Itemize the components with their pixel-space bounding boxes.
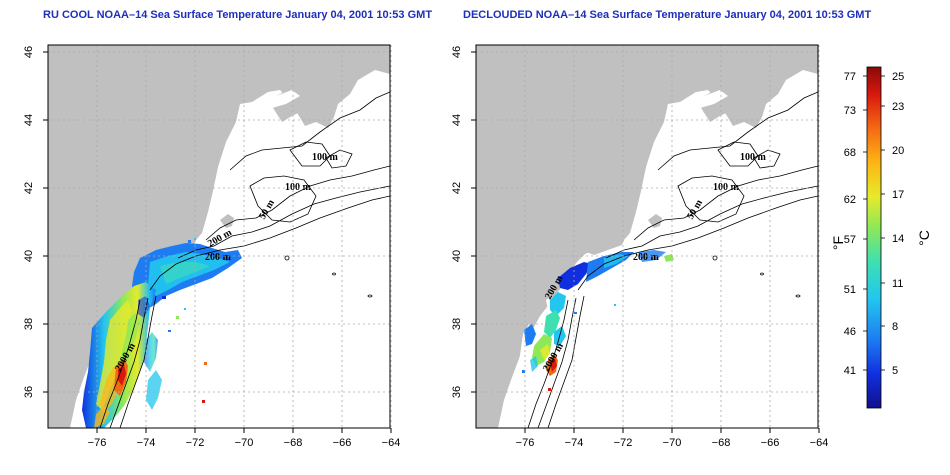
celsius-tick-label: 23	[892, 101, 904, 113]
land-mainland	[48, 45, 390, 428]
water-bay-of-fundy	[690, 90, 728, 108]
contour-label-200m: 200 m	[633, 252, 660, 263]
x-tick-label: −72	[186, 437, 205, 449]
x-tick-label: −66	[761, 437, 780, 449]
bathymetry-contours	[527, 91, 819, 429]
y-tick-label: 42	[23, 182, 35, 194]
y-tick-label: 38	[23, 318, 35, 330]
y-tick-label: 44	[451, 114, 463, 126]
x-tick-label: −70	[235, 437, 254, 449]
contour-label-100m: 100 m	[285, 182, 312, 193]
left-map-panel: 100 m 100 m 50 m 200 m 200 m 2000 m −76−…	[23, 44, 400, 449]
y-tick-label: 42	[451, 182, 463, 194]
grid	[476, 45, 820, 428]
x-tick-label: −74	[137, 437, 156, 449]
celsius-unit-label: °C	[916, 230, 932, 246]
temperature-colorbar: 77 73 68 62 57 51 46 41 25 23 20 17 14 11 8 5 °F °C	[830, 66, 932, 409]
land-mainland	[476, 45, 818, 428]
x-tick-label: −64	[382, 437, 401, 449]
fahrenheit-tick-label: 62	[844, 194, 856, 206]
land-nova-scotia	[268, 55, 376, 122]
y-tick-label: 44	[23, 114, 35, 126]
y-tick-label: 40	[23, 250, 35, 262]
x-tick-label: −68	[712, 437, 731, 449]
fahrenheit-tick-label: 77	[844, 71, 856, 83]
celsius-tick-label: 8	[892, 321, 898, 333]
contour-label-50m: 50 m	[685, 197, 705, 221]
plot-frame	[475, 44, 819, 429]
contour-label-200m: 200 m	[205, 252, 232, 263]
contour-label-100m: 100 m	[312, 152, 339, 163]
x-tick-label: −70	[663, 437, 682, 449]
x-tick-label: −64	[810, 437, 829, 449]
fahrenheit-tick-label: 46	[844, 326, 856, 338]
map-content: 100 m 100 m 50 m 200 m 200 m 2000 m	[48, 45, 391, 429]
colorbar-scale	[866, 66, 882, 409]
fahrenheit-tick-label: 51	[844, 284, 856, 296]
y-tick-label: 36	[451, 386, 463, 398]
plot-frame	[47, 44, 391, 429]
celsius-tick-label: 5	[892, 365, 898, 377]
bathymetry-contours	[99, 91, 391, 429]
x-tick-label: −74	[565, 437, 584, 449]
celsius-tick-label: 11	[892, 278, 903, 290]
y-tick-label: 40	[451, 250, 463, 262]
celsius-tick-label: 14	[892, 233, 904, 245]
colorbar-ticks: 77 73 68 62 57 51 46 41 25 23 20 17 14 11 8 5	[844, 71, 905, 377]
map-content: 100 m 100 m 50 m 200 m 200 m 2000 m	[476, 45, 819, 429]
land-cape-cod	[220, 214, 234, 228]
land-nova-scotia	[696, 55, 804, 122]
water-bay-of-fundy	[262, 90, 300, 108]
fahrenheit-tick-label: 73	[844, 105, 856, 117]
fahrenheit-tick-label: 57	[844, 234, 856, 246]
right-map-title: DECLOUDED NOAA–14 Sea Surface Temperatur…	[463, 9, 872, 21]
land-cape-breton	[340, 50, 388, 72]
land-cape-breton	[768, 50, 816, 72]
x-tick-label: −72	[614, 437, 633, 449]
celsius-tick-label: 20	[892, 145, 904, 157]
contour-label-100m: 100 m	[740, 152, 767, 163]
sst-data-field	[82, 238, 242, 428]
celsius-tick-label: 17	[892, 189, 904, 201]
left-map-title: RU COOL NOAA–14 Sea Surface Temperature …	[43, 9, 433, 21]
contour-label-200m: 200 m	[206, 227, 234, 250]
land-cape-cod	[648, 214, 662, 228]
axis-ticks: −76 −74 −72 −70 −68 −66 −64 36 38 40 42 44 46	[23, 46, 400, 449]
y-tick-label: 38	[451, 318, 463, 330]
x-tick-label: −66	[333, 437, 352, 449]
contour-label-50m: 50 m	[257, 197, 277, 221]
land-long-island	[586, 240, 624, 255]
celsius-tick-label: 25	[892, 71, 904, 83]
fahrenheit-unit-label: °F	[830, 236, 846, 250]
fahrenheit-tick-label: 68	[844, 147, 856, 159]
x-tick-label: −76	[88, 437, 107, 449]
x-tick-label: −76	[516, 437, 535, 449]
axis-ticks: −76 −74 −72 −70 −68 −66 −64 36 38 40 42 44 46	[451, 46, 828, 449]
y-tick-label: 46	[23, 46, 35, 58]
fahrenheit-tick-label: 41	[844, 365, 856, 377]
y-tick-label: 36	[23, 386, 35, 398]
x-tick-label: −68	[284, 437, 303, 449]
contour-label-100m: 100 m	[713, 182, 740, 193]
grid	[48, 45, 392, 428]
right-map-panel: 100 m 100 m 50 m 200 m 200 m 2000 m −76−…	[451, 44, 828, 449]
y-tick-label: 46	[451, 46, 463, 58]
